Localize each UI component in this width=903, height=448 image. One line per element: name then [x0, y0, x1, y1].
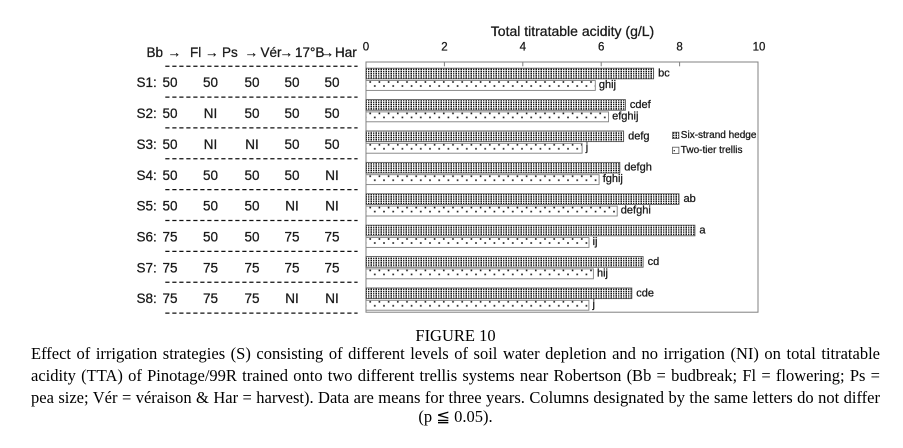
svg-text:cde: cde	[636, 287, 654, 299]
svg-text:NI: NI	[245, 137, 259, 152]
svg-text:→: →	[321, 45, 335, 60]
svg-text:8: 8	[676, 42, 682, 54]
svg-text:S2:: S2:	[137, 106, 157, 121]
svg-text:fghij: fghij	[603, 173, 623, 185]
svg-text:defgh: defgh	[624, 162, 652, 174]
svg-text:2: 2	[441, 42, 447, 54]
svg-text:50: 50	[244, 230, 259, 245]
svg-text:75: 75	[162, 230, 177, 245]
svg-text:ghij: ghij	[599, 79, 616, 91]
svg-text:→: →	[168, 45, 182, 60]
svg-text:cd: cd	[648, 256, 660, 268]
svg-text:50: 50	[203, 75, 218, 90]
svg-text:50: 50	[203, 199, 218, 214]
svg-text:6: 6	[598, 42, 604, 54]
svg-text:NI: NI	[285, 291, 299, 306]
svg-text:50: 50	[162, 106, 177, 121]
svg-text:75: 75	[324, 230, 339, 245]
svg-text:75: 75	[284, 230, 299, 245]
svg-text:NI: NI	[325, 291, 339, 306]
svg-text:Two-tier trellis: Two-tier trellis	[681, 145, 743, 156]
svg-text:50: 50	[324, 137, 339, 152]
svg-text:Har: Har	[335, 45, 357, 60]
svg-text:Bb: Bb	[147, 45, 164, 60]
svg-text:S4:: S4:	[137, 168, 157, 183]
svg-text:50: 50	[203, 168, 218, 183]
svg-text:50: 50	[284, 137, 299, 152]
svg-text:50: 50	[162, 199, 177, 214]
svg-text:bc: bc	[658, 68, 670, 80]
svg-text:NI: NI	[325, 199, 339, 214]
svg-text:50: 50	[244, 75, 259, 90]
svg-text:→: →	[280, 45, 294, 60]
svg-text:Six-strand hedge: Six-strand hedge	[681, 130, 757, 141]
svg-text:75: 75	[244, 260, 259, 275]
svg-text:10: 10	[753, 42, 766, 54]
svg-text:50: 50	[244, 106, 259, 121]
svg-text:j: j	[585, 142, 588, 154]
svg-text:50: 50	[162, 75, 177, 90]
svg-text:75: 75	[203, 260, 218, 275]
svg-text:ab: ab	[684, 193, 696, 205]
svg-text:50: 50	[284, 106, 299, 121]
svg-text:50: 50	[203, 230, 218, 245]
svg-text:S6:: S6:	[137, 230, 157, 245]
svg-text:Ps: Ps	[222, 45, 238, 60]
svg-text:50: 50	[284, 75, 299, 90]
svg-text:NI: NI	[325, 168, 339, 183]
svg-text:Vér: Vér	[261, 45, 283, 60]
svg-text:50: 50	[324, 106, 339, 121]
svg-text:S7:: S7:	[137, 260, 157, 275]
svg-text:efghij: efghij	[612, 110, 638, 122]
svg-text:17°B: 17°B	[295, 45, 324, 60]
svg-text:→: →	[205, 45, 219, 60]
svg-text:→: →	[245, 45, 259, 60]
svg-text:NI: NI	[204, 137, 218, 152]
svg-text:S3:: S3:	[137, 137, 157, 152]
svg-text:50: 50	[244, 199, 259, 214]
svg-text:hij: hij	[597, 267, 608, 279]
svg-text:S8:: S8:	[137, 291, 157, 306]
svg-text:Total titratable acidity (g/L): Total titratable acidity (g/L)	[491, 23, 654, 39]
svg-text:50: 50	[162, 168, 177, 183]
svg-text:75: 75	[244, 291, 259, 306]
svg-text:NI: NI	[204, 106, 218, 121]
svg-text:S5:: S5:	[137, 199, 157, 214]
svg-text:0: 0	[363, 42, 369, 54]
svg-text:cdef: cdef	[630, 99, 652, 111]
svg-text:defghi: defghi	[621, 205, 651, 217]
svg-text:50: 50	[324, 75, 339, 90]
svg-text:S1:: S1:	[137, 75, 157, 90]
svg-text:4: 4	[520, 42, 527, 54]
svg-text:NI: NI	[285, 199, 299, 214]
svg-text:75: 75	[162, 291, 177, 306]
svg-text:75: 75	[324, 260, 339, 275]
svg-text:Fl: Fl	[190, 45, 201, 60]
svg-text:a: a	[699, 225, 706, 237]
svg-text:50: 50	[284, 168, 299, 183]
svg-text:defg: defg	[628, 130, 649, 142]
svg-text:75: 75	[203, 291, 218, 306]
svg-text:75: 75	[284, 260, 299, 275]
svg-text:ij: ij	[593, 236, 598, 248]
svg-text:75: 75	[162, 260, 177, 275]
svg-text:50: 50	[162, 137, 177, 152]
svg-text:50: 50	[244, 168, 259, 183]
svg-text:j: j	[592, 299, 595, 311]
